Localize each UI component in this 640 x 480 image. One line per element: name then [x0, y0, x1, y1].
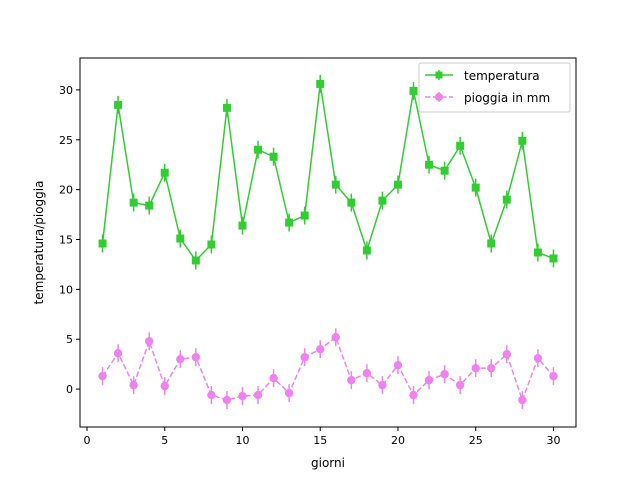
data-point — [222, 103, 231, 112]
series-temperatura — [98, 74, 558, 270]
data-point — [487, 363, 496, 373]
data-point — [471, 183, 480, 192]
legend-marker-temperatura — [435, 71, 443, 79]
y-tick-label: 20 — [59, 184, 73, 197]
data-point — [144, 337, 154, 346]
x-tick-label: 25 — [469, 434, 483, 447]
data-point — [114, 100, 123, 109]
plot-frame — [79, 57, 577, 428]
data-point — [378, 380, 387, 390]
data-point — [300, 352, 309, 362]
data-point — [269, 152, 278, 161]
data-point — [409, 86, 418, 95]
data-point — [533, 353, 543, 363]
legend-label-pioggia: pioggia in mm — [464, 91, 550, 105]
x-ticks: 0 5 10 15 20 25 30 — [83, 427, 560, 447]
data-point — [160, 381, 169, 391]
x-tick-label: 5 — [161, 434, 168, 447]
x-tick-label: 10 — [235, 434, 249, 447]
series-line — [101, 336, 555, 403]
data-point — [549, 371, 558, 381]
data-point — [393, 180, 402, 189]
data-point — [253, 390, 263, 400]
x-axis-label: giorni — [311, 456, 345, 470]
legend-box — [418, 62, 571, 113]
data-point — [316, 79, 325, 88]
y-tick-label: 5 — [66, 333, 73, 346]
y-tick-label: 25 — [59, 134, 73, 147]
data-point — [440, 166, 449, 175]
data-point — [549, 254, 558, 263]
data-point — [145, 201, 154, 210]
legend-entry-temperatura: temperatura — [425, 69, 540, 83]
data-point — [502, 349, 512, 359]
data-point — [378, 196, 387, 205]
data-point — [409, 390, 418, 400]
data-point — [424, 375, 434, 385]
data-point — [238, 391, 247, 401]
series-line — [101, 83, 554, 262]
data-point — [191, 352, 201, 362]
data-point — [331, 333, 340, 342]
data-point — [254, 145, 263, 154]
data-point — [362, 246, 371, 255]
x-tick-label: 20 — [391, 434, 405, 447]
legend-label-temperatura: temperatura — [464, 69, 540, 83]
data-point — [176, 234, 185, 243]
data-point — [518, 395, 527, 405]
data-point — [362, 368, 372, 378]
y-ticks: 0 5 10 15 20 25 30 — [59, 84, 80, 396]
series-layer — [98, 74, 558, 410]
data-point — [502, 195, 511, 204]
data-point — [284, 388, 294, 398]
data-point — [222, 395, 232, 405]
data-point — [191, 256, 200, 265]
data-point — [129, 198, 138, 207]
y-tick-label: 10 — [59, 283, 73, 296]
data-point — [113, 349, 123, 358]
data-point — [129, 380, 138, 390]
data-point — [269, 373, 278, 383]
data-point — [176, 354, 185, 364]
series-pioggia — [98, 328, 558, 410]
data-point — [347, 375, 356, 385]
data-point — [207, 390, 216, 400]
x-tick-label: 30 — [546, 434, 560, 447]
legend: temperatura pioggia in mm — [418, 62, 571, 113]
data-point — [331, 180, 340, 189]
data-point — [455, 380, 465, 390]
legend-entry-pioggia: pioggia in mm — [425, 91, 550, 105]
data-point — [471, 363, 480, 373]
y-tick-label: 30 — [59, 84, 73, 97]
data-point — [440, 369, 449, 379]
legend-marker-pioggia — [435, 93, 443, 101]
x-tick-label: 15 — [313, 434, 327, 447]
data-point — [518, 136, 527, 145]
data-point — [456, 141, 465, 150]
data-point — [425, 160, 434, 169]
data-point — [487, 239, 496, 248]
data-point — [98, 239, 107, 248]
data-point — [300, 211, 309, 220]
data-point — [533, 248, 542, 257]
y-tick-label: 15 — [59, 234, 73, 247]
y-axis-label: temperatura/pioggia — [32, 181, 46, 305]
y-tick-label: 0 — [66, 383, 73, 396]
data-point — [207, 240, 216, 249]
data-point — [347, 198, 356, 207]
data-point — [98, 371, 107, 381]
plot-background — [80, 58, 576, 427]
data-point — [160, 168, 169, 177]
x-tick-label: 0 — [83, 434, 90, 447]
data-point — [316, 345, 325, 354]
data-point — [238, 221, 247, 230]
data-point — [285, 218, 294, 227]
data-point — [393, 360, 403, 370]
